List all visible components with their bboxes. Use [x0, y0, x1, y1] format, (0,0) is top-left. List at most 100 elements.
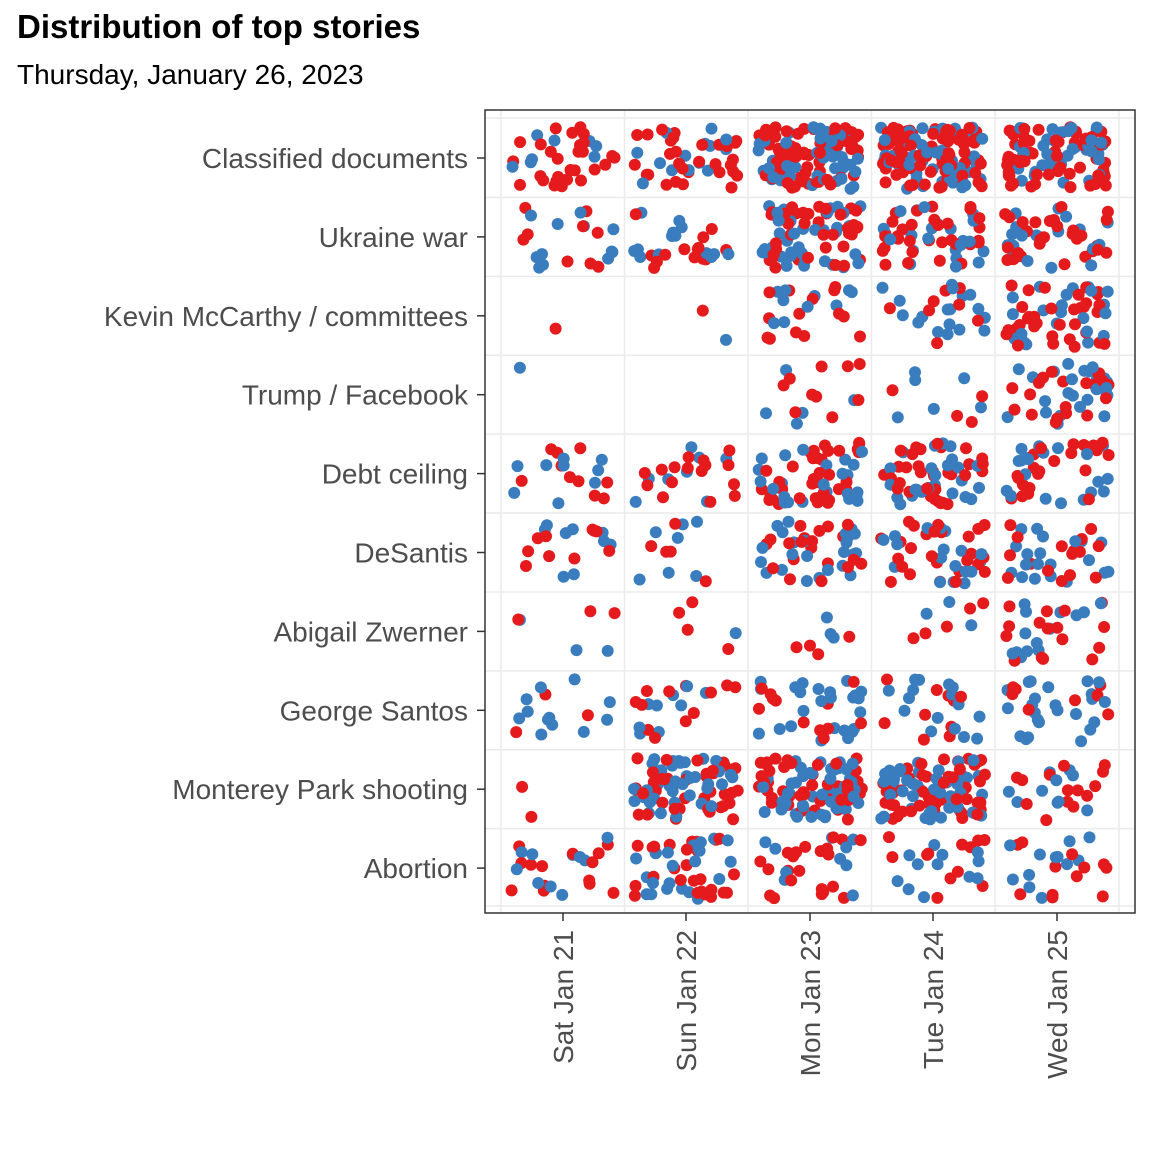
- data-point: [535, 728, 548, 741]
- data-point: [935, 811, 947, 824]
- data-point: [545, 443, 558, 456]
- data-point: [667, 131, 680, 144]
- data-point: [783, 537, 796, 550]
- data-point: [629, 208, 642, 221]
- data-point: [840, 841, 853, 854]
- data-point: [757, 781, 770, 793]
- data-point: [815, 695, 828, 707]
- data-point: [542, 713, 554, 726]
- data-point: [662, 566, 675, 579]
- x-tick-label: Sun Jan 22: [671, 930, 702, 1072]
- data-point: [976, 457, 989, 470]
- data-point: [673, 214, 686, 227]
- data-point: [1069, 535, 1082, 548]
- data-point: [827, 831, 840, 844]
- data-point: [1095, 136, 1108, 149]
- data-point: [577, 220, 589, 233]
- data-point: [1066, 143, 1079, 155]
- data-point: [603, 696, 616, 709]
- data-point: [595, 453, 608, 466]
- data-point: [794, 519, 807, 532]
- data-point: [973, 710, 986, 723]
- data-point: [1015, 154, 1028, 167]
- data-point: [928, 213, 941, 226]
- data-point: [924, 165, 937, 178]
- data-point: [958, 372, 971, 385]
- data-point: [599, 158, 612, 171]
- data-point: [907, 683, 920, 696]
- data-point: [919, 627, 932, 640]
- data-point: [686, 596, 699, 609]
- data-point: [728, 489, 741, 502]
- data-point: [513, 712, 526, 725]
- data-point: [1067, 800, 1080, 813]
- data-point: [907, 790, 919, 803]
- data-point: [785, 874, 798, 887]
- y-tick-label: Abigail Zwerner: [273, 616, 468, 647]
- data-point: [786, 460, 799, 473]
- data-point: [717, 800, 730, 813]
- data-point: [795, 175, 808, 188]
- data-point: [1000, 484, 1013, 497]
- data-point: [835, 793, 848, 806]
- data-point: [930, 146, 943, 159]
- data-point: [1074, 161, 1086, 174]
- data-point: [666, 859, 679, 872]
- data-point: [974, 157, 987, 170]
- data-point: [841, 360, 854, 373]
- data-point: [572, 475, 585, 488]
- data-point: [972, 256, 985, 269]
- data-point: [878, 775, 890, 788]
- data-point: [917, 733, 930, 746]
- data-point: [705, 686, 717, 699]
- data-point: [767, 562, 779, 575]
- data-point: [972, 834, 985, 847]
- data-point: [1098, 759, 1111, 772]
- data-point: [1026, 147, 1039, 160]
- data-point: [928, 525, 941, 538]
- data-point: [778, 491, 791, 503]
- data-point: [1070, 870, 1083, 883]
- data-point: [641, 479, 654, 492]
- data-point: [682, 451, 695, 464]
- data-point: [1006, 647, 1019, 660]
- data-point: [601, 644, 614, 657]
- data-point: [1021, 255, 1034, 267]
- data-point: [1006, 308, 1019, 321]
- data-point: [678, 243, 691, 256]
- data-point: [931, 891, 944, 904]
- data-point: [931, 858, 944, 871]
- data-point: [1045, 261, 1058, 274]
- data-point: [903, 235, 916, 247]
- data-point: [891, 810, 904, 823]
- data-point: [906, 448, 919, 461]
- data-point: [631, 752, 644, 765]
- data-point: [969, 167, 982, 179]
- data-point: [524, 156, 537, 169]
- data-point: [1100, 392, 1112, 405]
- data-point: [884, 575, 897, 588]
- data-point: [669, 175, 682, 188]
- data-point: [781, 177, 794, 189]
- data-point: [552, 497, 565, 510]
- data-point: [649, 526, 662, 539]
- data-point: [1022, 284, 1035, 297]
- data-point: [1077, 312, 1090, 325]
- data-point: [903, 849, 916, 862]
- data-point: [693, 155, 706, 168]
- data-point: [1055, 497, 1067, 510]
- data-point: [752, 144, 765, 157]
- data-point: [943, 596, 956, 608]
- data-point: [953, 763, 966, 776]
- data-point: [1081, 448, 1093, 461]
- data-point: [936, 848, 949, 861]
- data-point: [704, 495, 717, 508]
- data-point: [601, 713, 614, 726]
- data-point: [540, 519, 553, 532]
- data-point: [841, 813, 854, 826]
- data-point: [632, 808, 645, 821]
- data-point: [581, 709, 594, 722]
- data-point: [608, 607, 621, 620]
- data-point: [1098, 337, 1111, 350]
- data-point: [654, 807, 667, 820]
